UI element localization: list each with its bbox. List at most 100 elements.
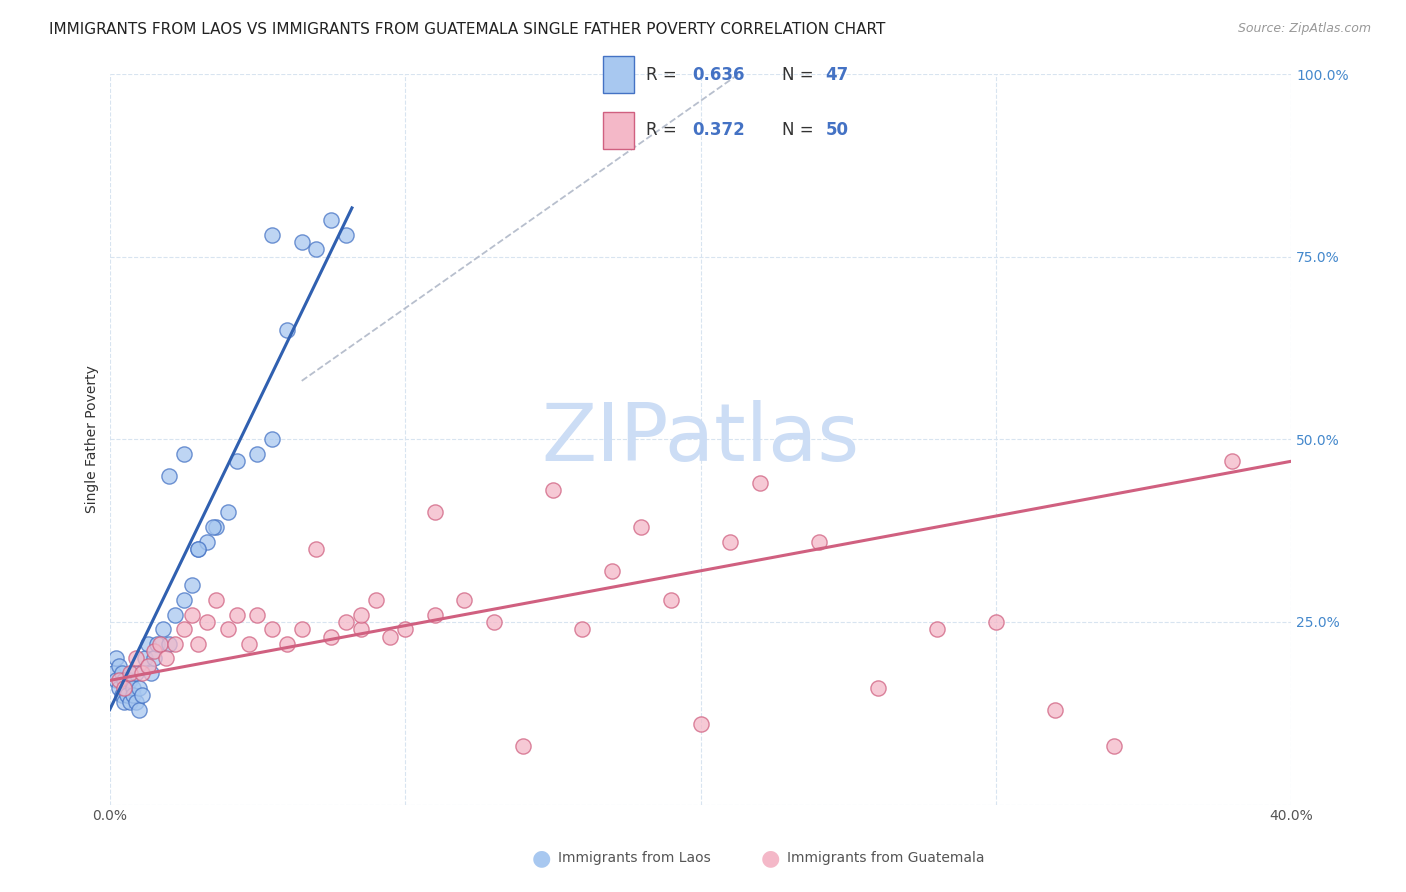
Point	[110, 666, 132, 681]
Point	[195, 615, 218, 629]
Text: R =: R =	[647, 66, 682, 84]
Point	[807, 534, 830, 549]
Text: 47: 47	[825, 66, 849, 84]
Point	[149, 637, 172, 651]
Point	[394, 622, 416, 636]
Text: IMMIGRANTS FROM LAOS VS IMMIGRANTS FROM GUATEMALA SINGLE FATHER POVERTY CORRELAT: IMMIGRANTS FROM LAOS VS IMMIGRANTS FROM …	[49, 22, 886, 37]
Point	[181, 607, 204, 622]
Point	[110, 688, 132, 702]
Point	[262, 622, 284, 636]
Point	[107, 681, 129, 695]
Point	[120, 695, 142, 709]
Point	[380, 630, 402, 644]
Point	[321, 213, 343, 227]
Point	[143, 644, 166, 658]
Point	[305, 541, 328, 556]
Point	[157, 468, 180, 483]
Text: Immigrants from Guatemala: Immigrants from Guatemala	[787, 851, 984, 865]
Point	[217, 622, 239, 636]
Text: N =: N =	[782, 66, 820, 84]
Point	[128, 703, 150, 717]
Point	[173, 622, 195, 636]
Point	[187, 637, 209, 651]
Text: N =: N =	[782, 121, 820, 139]
Point	[246, 447, 269, 461]
Point	[120, 673, 142, 688]
Point	[173, 447, 195, 461]
Point	[718, 534, 741, 549]
Point	[195, 534, 218, 549]
Point	[114, 673, 136, 688]
Point	[143, 651, 166, 665]
Point	[114, 695, 136, 709]
Point	[120, 666, 142, 681]
Point	[131, 688, 153, 702]
Point	[122, 681, 145, 695]
Point	[122, 688, 145, 702]
Point	[107, 658, 129, 673]
Point	[246, 607, 269, 622]
Point	[335, 227, 357, 242]
Point	[205, 520, 228, 534]
Point	[276, 637, 298, 651]
Point	[350, 622, 373, 636]
Text: ZIPatlas: ZIPatlas	[541, 401, 859, 478]
Point	[134, 651, 156, 665]
Point	[101, 666, 124, 681]
Point	[187, 541, 209, 556]
Text: Immigrants from Laos: Immigrants from Laos	[558, 851, 711, 865]
Point	[104, 673, 127, 688]
Point	[321, 630, 343, 644]
Point	[225, 454, 247, 468]
Point	[139, 666, 162, 681]
Point	[453, 593, 475, 607]
Point	[238, 637, 260, 651]
Bar	[603, 112, 634, 149]
Point	[114, 681, 136, 695]
Point	[335, 615, 357, 629]
Point	[146, 637, 169, 651]
Point	[262, 433, 284, 447]
Point	[276, 323, 298, 337]
Point	[866, 681, 889, 695]
Point	[104, 651, 127, 665]
Text: R =: R =	[647, 121, 682, 139]
Point	[482, 615, 505, 629]
Text: 0.636: 0.636	[693, 66, 745, 84]
Point	[262, 227, 284, 242]
Point	[984, 615, 1007, 629]
Point	[350, 607, 373, 622]
Point	[202, 520, 225, 534]
Point	[600, 564, 623, 578]
Bar	[603, 56, 634, 94]
Point	[117, 688, 139, 702]
Point	[571, 622, 593, 636]
Y-axis label: Single Father Poverty: Single Father Poverty	[86, 366, 100, 513]
Point	[659, 593, 682, 607]
Point	[512, 739, 534, 754]
Text: Source: ZipAtlas.com: Source: ZipAtlas.com	[1237, 22, 1371, 36]
Text: ●: ●	[531, 848, 551, 868]
Point	[125, 695, 148, 709]
Point	[217, 505, 239, 519]
Point	[305, 243, 328, 257]
Point	[205, 593, 228, 607]
Point	[364, 593, 387, 607]
Point	[689, 717, 711, 731]
Point	[152, 622, 174, 636]
Point	[291, 622, 314, 636]
Point	[128, 681, 150, 695]
Text: 50: 50	[825, 121, 849, 139]
Point	[125, 666, 148, 681]
Point	[125, 651, 148, 665]
Point	[1102, 739, 1125, 754]
Point	[1220, 454, 1243, 468]
Point	[187, 541, 209, 556]
Point	[181, 578, 204, 592]
Point	[155, 651, 177, 665]
Point	[157, 637, 180, 651]
Point	[163, 607, 186, 622]
Point	[163, 637, 186, 651]
Point	[925, 622, 948, 636]
Point	[225, 607, 247, 622]
